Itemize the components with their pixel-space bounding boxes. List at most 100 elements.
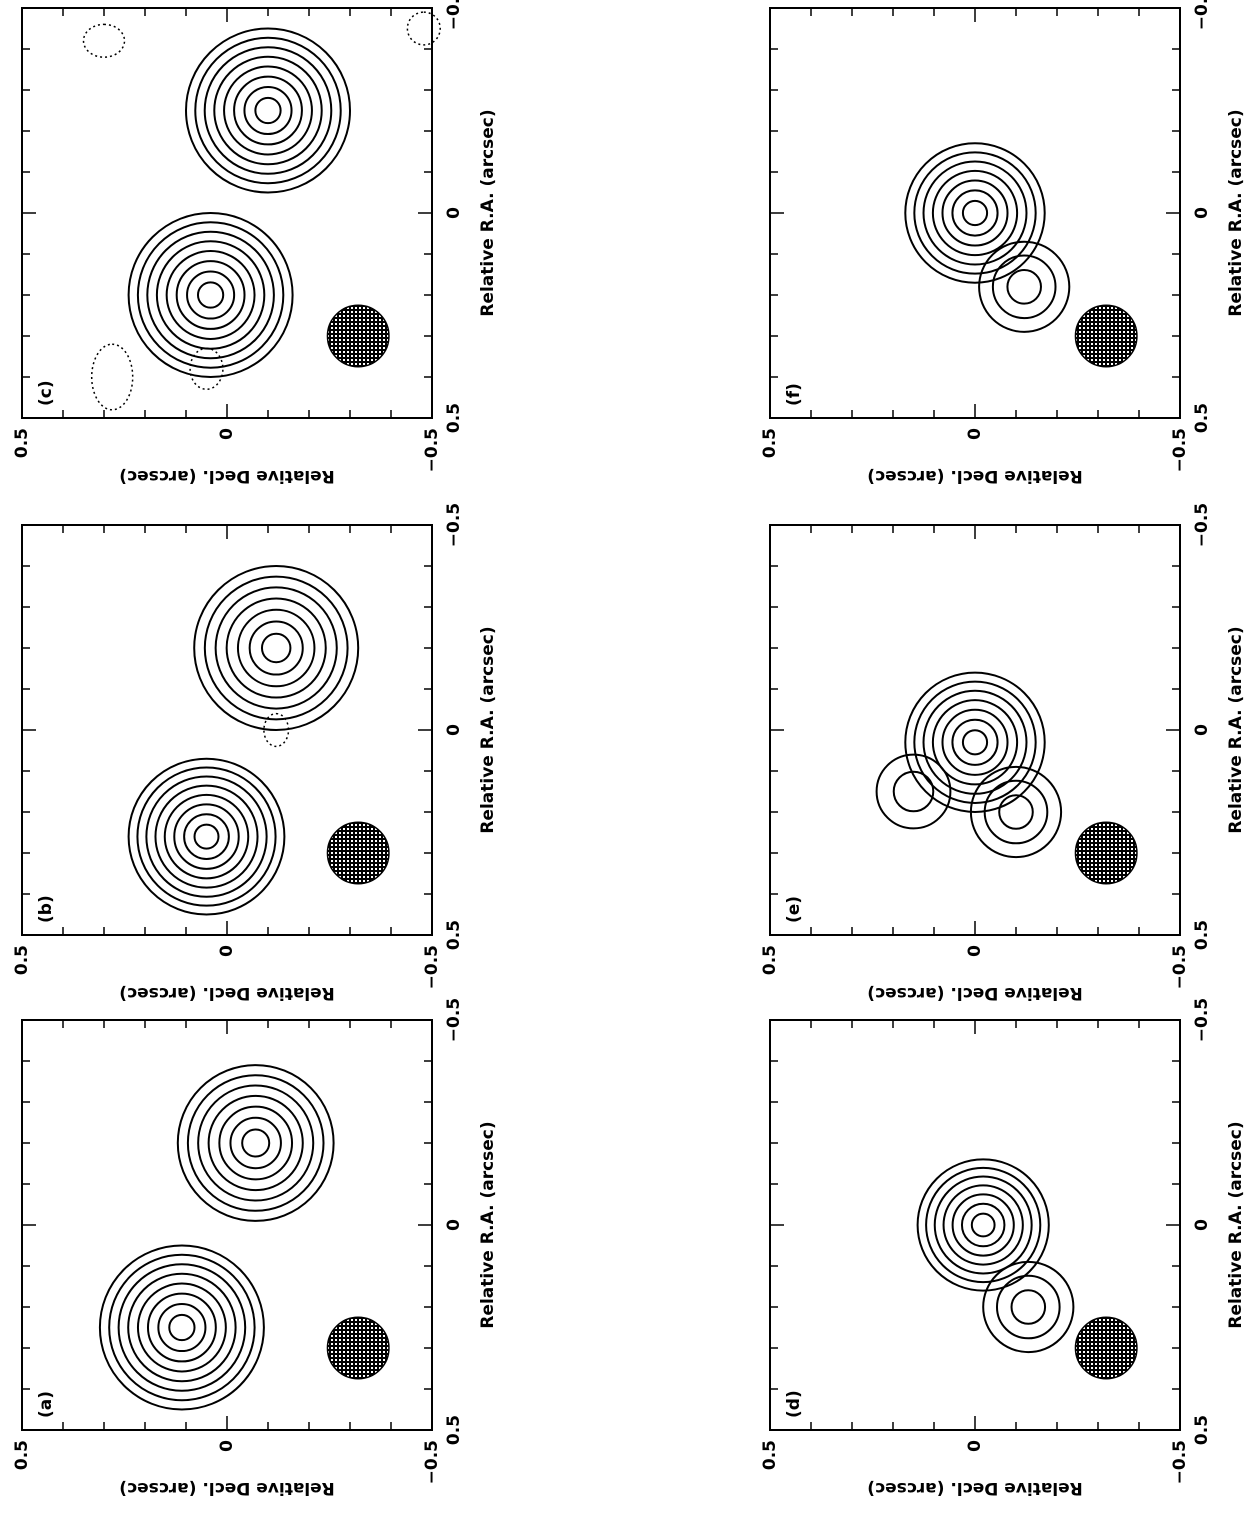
contour	[963, 201, 987, 225]
panel: 0.50−0.50.50−0.5Relative R.A. (arcsec)Re…	[760, 998, 1246, 1498]
x-tick-label: 0	[1192, 724, 1212, 736]
y-tick-label: −0.5	[1170, 945, 1190, 989]
x-tick-label: 0.5	[444, 1415, 464, 1445]
contour	[1012, 1290, 1046, 1324]
contour	[227, 598, 326, 697]
x-tick-label: −0.5	[1192, 998, 1212, 1042]
contour	[167, 251, 255, 339]
contour	[952, 720, 997, 765]
contour	[129, 213, 293, 377]
contour	[169, 1315, 194, 1340]
figure: 0.50−0.50.50−0.5Relative R.A. (arcsec)Re…	[0, 0, 1258, 1515]
contour	[186, 29, 350, 193]
x-tick-label: 0.5	[1192, 920, 1212, 950]
y-tick-label: −0.5	[1170, 1440, 1190, 1484]
y-tick-label: 0.5	[12, 428, 32, 458]
panel: 0.50−0.50.50−0.5Relative R.A. (arcsec)Re…	[760, 503, 1246, 1003]
x-tick-label: 0.5	[444, 403, 464, 433]
contour	[255, 98, 280, 123]
panel-label: (d)	[784, 1390, 804, 1418]
y-axis-label: Relative Decl. (arcsec)	[867, 983, 1083, 1003]
x-tick-label: 0	[1192, 1219, 1212, 1231]
x-tick-label: 0	[444, 1219, 464, 1231]
contour	[138, 1284, 226, 1372]
contour	[894, 772, 934, 812]
panel: 0.50−0.50.50−0.5Relative R.A. (arcsec)Re…	[12, 998, 498, 1498]
x-axis-label: Relative R.A. (arcsec)	[478, 109, 498, 316]
y-tick-label: −0.5	[1170, 428, 1190, 472]
beam	[327, 822, 389, 884]
contour	[157, 241, 264, 348]
y-tick-label: 0.5	[760, 428, 780, 458]
panel-label: (e)	[784, 896, 804, 923]
contour	[993, 255, 1056, 318]
contour	[158, 1304, 205, 1351]
contour	[109, 1255, 254, 1400]
negative-contour	[190, 348, 223, 389]
contour	[187, 271, 234, 318]
x-tick-label: 0	[444, 724, 464, 736]
contour	[198, 282, 223, 307]
beam	[327, 1317, 389, 1379]
x-tick-label: 0	[444, 207, 464, 219]
panel-label: (c)	[36, 380, 56, 406]
x-tick-label: −0.5	[444, 0, 464, 30]
contour	[230, 1118, 280, 1168]
panel: 0.50−0.50.50−0.5Relative R.A. (arcsec)Re…	[12, 0, 498, 486]
y-axis-label: Relative Decl. (arcsec)	[867, 1478, 1083, 1498]
contour	[242, 1129, 269, 1156]
contour	[944, 1185, 1023, 1264]
x-tick-label: −0.5	[444, 503, 464, 547]
contour	[933, 171, 1017, 255]
y-tick-label: 0.5	[760, 1440, 780, 1470]
contour	[935, 1177, 1032, 1274]
panel-label: (f)	[784, 383, 804, 406]
x-axis-label: Relative R.A. (arcsec)	[1226, 109, 1246, 316]
y-axis-label: Relative Decl. (arcsec)	[867, 466, 1083, 486]
x-tick-label: 0.5	[1192, 403, 1212, 433]
panel-label: (a)	[36, 1391, 56, 1418]
contour	[129, 759, 285, 915]
x-tick-label: −0.5	[1192, 503, 1212, 547]
contour	[194, 566, 358, 730]
contour	[138, 222, 283, 367]
negative-contour	[92, 344, 133, 410]
contour	[216, 587, 337, 708]
contour	[262, 634, 290, 662]
contour	[209, 1096, 303, 1190]
x-tick-label: −0.5	[1192, 0, 1212, 30]
beam	[327, 305, 389, 367]
contour	[155, 786, 257, 888]
y-tick-label: 0.5	[12, 945, 32, 975]
contour	[997, 1276, 1060, 1339]
negative-contour	[84, 24, 125, 57]
contour	[962, 1204, 1004, 1246]
contour	[184, 814, 229, 859]
y-tick-label: 0	[965, 1440, 985, 1452]
beam	[1075, 1317, 1137, 1379]
y-axis-label: Relative Decl. (arcsec)	[119, 1478, 335, 1498]
contour	[905, 143, 1044, 282]
x-tick-label: 0.5	[1192, 1415, 1212, 1445]
beam	[1075, 822, 1137, 884]
contour	[924, 162, 1027, 265]
contour	[244, 87, 291, 134]
y-tick-label: −0.5	[422, 428, 442, 472]
y-tick-label: 0.5	[760, 945, 780, 975]
y-tick-label: 0	[217, 945, 237, 957]
contour	[999, 795, 1033, 829]
contour	[918, 1159, 1049, 1290]
contour	[250, 621, 303, 674]
contour	[1007, 270, 1041, 304]
contour	[165, 795, 248, 878]
y-tick-label: 0	[965, 945, 985, 957]
x-tick-label: 0.5	[444, 920, 464, 950]
y-tick-label: 0	[965, 428, 985, 440]
panel-label: (b)	[36, 895, 56, 923]
y-axis-label: Relative Decl. (arcsec)	[119, 983, 335, 1003]
contour	[178, 1065, 334, 1221]
y-tick-label: 0	[217, 1440, 237, 1452]
y-tick-label: −0.5	[422, 1440, 442, 1484]
x-axis-label: Relative R.A. (arcsec)	[1226, 626, 1246, 833]
